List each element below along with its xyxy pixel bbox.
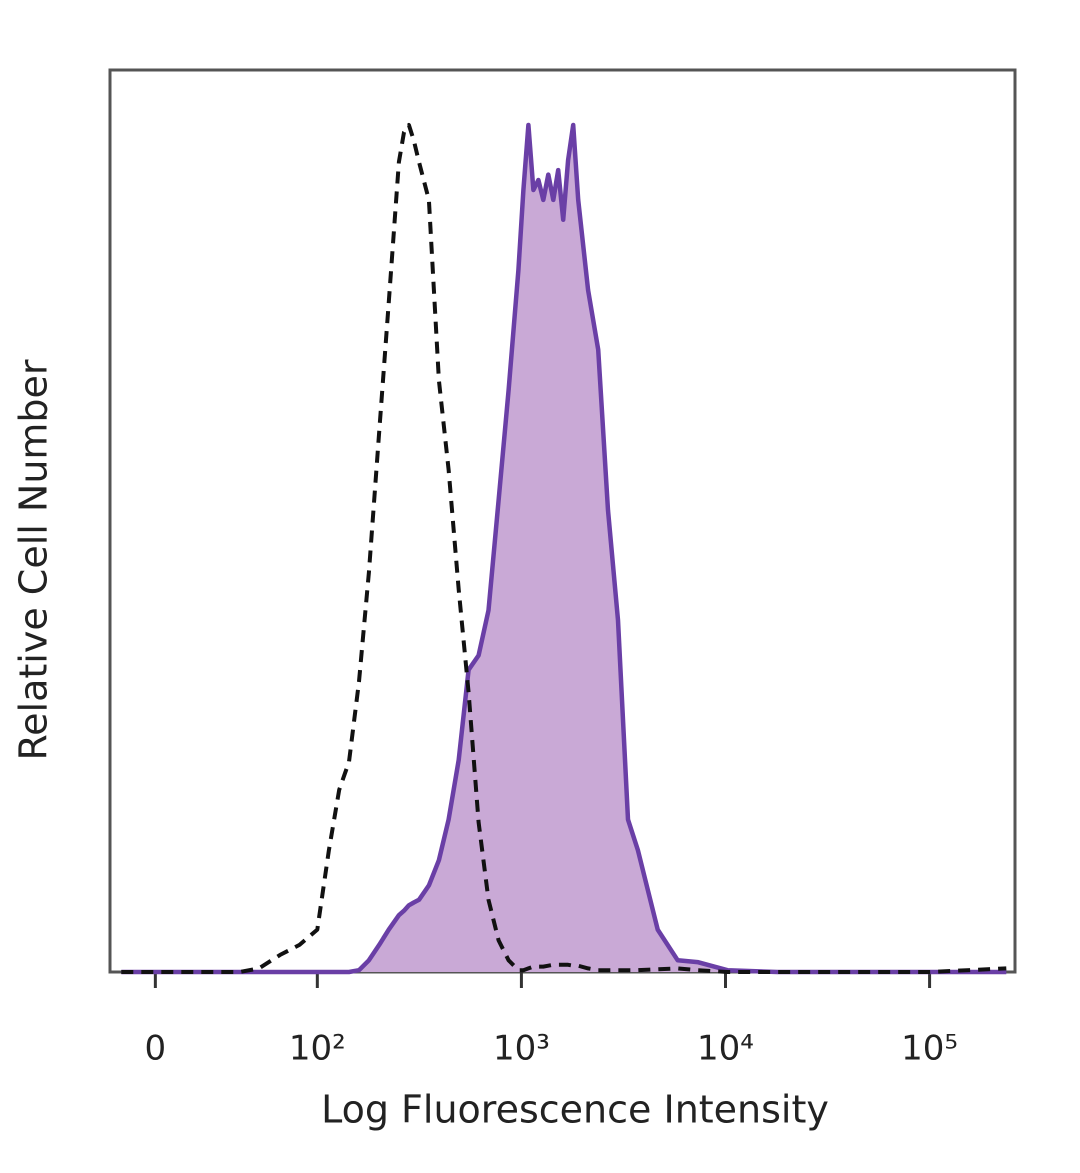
x-tick-label: 10⁴ <box>697 1029 754 1069</box>
y-axis-title: Relative Cell Number <box>12 359 56 760</box>
histogram-line <box>121 123 1007 974</box>
x-axis-title: Log Fluorescence Intensity <box>321 1088 829 1132</box>
x-tick-label: 0 <box>145 1029 167 1069</box>
x-tick-label: 10³ <box>493 1029 550 1069</box>
x-tick-label: 10⁵ <box>901 1029 958 1069</box>
histogram-line <box>121 122 1007 975</box>
area-fill <box>121 125 1007 972</box>
x-tick-label: 10² <box>289 1029 346 1069</box>
